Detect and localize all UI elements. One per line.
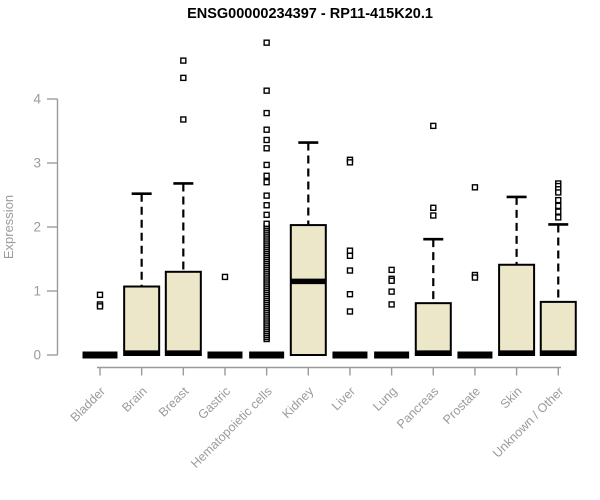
boxplot-breast <box>164 57 202 356</box>
x-axis-label-kidney: Kidney <box>279 384 316 421</box>
boxplot-lung <box>374 266 410 359</box>
x-axis-label-liver: Liver <box>329 384 358 413</box>
x-axis-label-brain: Brain <box>119 384 150 415</box>
y-tick-label: 4 <box>33 92 41 107</box>
y-tick-label: 2 <box>33 220 41 235</box>
x-axis-label-unknown-other: Unknown / Other <box>490 384 566 460</box>
boxplot-gastric <box>207 273 243 359</box>
x-axis-label-skin: Skin <box>498 384 525 411</box>
y-tick-label: 0 <box>33 348 41 363</box>
x-axis-label-bladder: Bladder <box>68 384 108 424</box>
x-axis-label-pancreas: Pancreas <box>394 384 441 431</box>
boxplot-bladder <box>82 291 118 359</box>
boxplot-kidney <box>289 141 327 356</box>
x-axis-label-hematopoietic-cells: Hematopoietic cells <box>188 384 275 471</box>
x-axis-label-gastric: Gastric <box>195 384 233 422</box>
x-axis-label-prostate: Prostate <box>440 384 483 427</box>
y-tick-label: 1 <box>33 284 41 299</box>
chart-title: ENSG00000234397 - RP11-415K20.1 <box>187 6 433 22</box>
boxplot-hematopoietic-cells <box>249 39 285 359</box>
boxplot-pancreas <box>414 122 452 357</box>
boxplot-brain <box>123 192 161 356</box>
boxplot-prostate <box>457 184 493 359</box>
x-axis-label-lung: Lung <box>370 384 400 414</box>
boxplot-liver <box>332 156 368 359</box>
x-axis-label-breast: Breast <box>156 384 192 420</box>
y-tick-label: 3 <box>33 156 41 171</box>
boxplot-skin <box>498 195 536 357</box>
y-axis: 0 1 2 3 4 Expression <box>1 92 59 363</box>
boxplot-unknown-other <box>539 180 577 357</box>
y-axis-title: Expression <box>1 195 16 259</box>
